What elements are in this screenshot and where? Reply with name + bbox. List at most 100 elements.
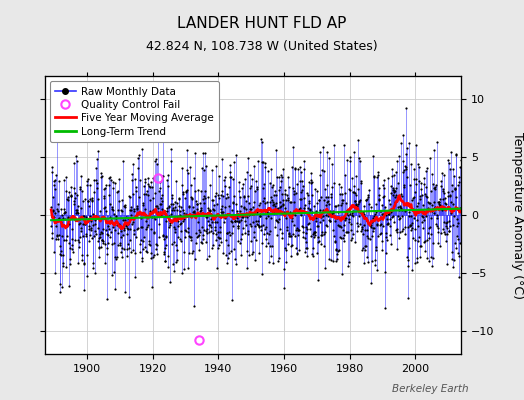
Point bbox=[145, 240, 153, 247]
Point bbox=[319, 213, 328, 219]
Point bbox=[179, 207, 188, 214]
Point bbox=[257, 222, 265, 229]
Point bbox=[345, 158, 354, 164]
Point bbox=[119, 232, 127, 238]
Point bbox=[106, 234, 114, 240]
Point bbox=[171, 199, 180, 206]
Point bbox=[363, 196, 372, 202]
Point bbox=[296, 204, 304, 211]
Point bbox=[294, 227, 302, 234]
Point bbox=[98, 237, 106, 243]
Point bbox=[335, 181, 344, 188]
Point bbox=[442, 223, 451, 229]
Point bbox=[412, 181, 420, 187]
Point bbox=[66, 260, 74, 267]
Point bbox=[73, 192, 81, 198]
Point bbox=[183, 166, 191, 173]
Point bbox=[258, 159, 267, 165]
Point bbox=[334, 222, 342, 228]
Point bbox=[380, 204, 389, 210]
Point bbox=[170, 239, 178, 245]
Point bbox=[170, 224, 179, 230]
Point bbox=[218, 188, 226, 194]
Point bbox=[67, 193, 75, 200]
Point bbox=[245, 172, 254, 179]
Point bbox=[108, 179, 117, 185]
Point bbox=[217, 209, 226, 215]
Point bbox=[422, 192, 430, 199]
Point bbox=[330, 203, 339, 210]
Point bbox=[90, 233, 98, 239]
Point bbox=[185, 212, 194, 219]
Point bbox=[246, 206, 254, 212]
Point bbox=[203, 214, 211, 220]
Point bbox=[298, 178, 306, 184]
Point bbox=[196, 199, 204, 206]
Point bbox=[311, 228, 319, 235]
Point bbox=[51, 177, 59, 184]
Point bbox=[54, 216, 62, 222]
Point bbox=[292, 245, 300, 252]
Point bbox=[362, 197, 370, 203]
Point bbox=[213, 218, 221, 225]
Point bbox=[417, 185, 425, 192]
Point bbox=[315, 238, 323, 244]
Point bbox=[377, 230, 385, 236]
Point bbox=[73, 209, 82, 216]
Point bbox=[66, 256, 74, 262]
Point bbox=[435, 202, 444, 209]
Point bbox=[144, 222, 152, 228]
Point bbox=[414, 200, 422, 206]
Point bbox=[396, 228, 405, 235]
Point bbox=[440, 172, 449, 178]
Point bbox=[220, 177, 228, 184]
Point bbox=[287, 199, 295, 205]
Point bbox=[283, 195, 292, 202]
Point bbox=[311, 208, 320, 215]
Point bbox=[420, 238, 428, 245]
Point bbox=[279, 209, 288, 215]
Point bbox=[92, 213, 101, 220]
Point bbox=[336, 234, 344, 240]
Point bbox=[410, 237, 419, 243]
Point bbox=[449, 200, 457, 207]
Point bbox=[230, 159, 238, 165]
Point bbox=[376, 208, 384, 214]
Point bbox=[424, 199, 432, 206]
Point bbox=[146, 226, 155, 232]
Point bbox=[302, 245, 311, 251]
Point bbox=[113, 189, 122, 196]
Point bbox=[446, 222, 455, 229]
Point bbox=[243, 265, 252, 271]
Point bbox=[429, 240, 437, 246]
Point bbox=[387, 241, 395, 247]
Point bbox=[397, 140, 405, 146]
Point bbox=[321, 229, 329, 236]
Point bbox=[369, 153, 377, 159]
Point bbox=[104, 232, 112, 238]
Point bbox=[250, 162, 259, 169]
Point bbox=[381, 208, 389, 214]
Point bbox=[274, 205, 282, 211]
Point bbox=[234, 178, 243, 185]
Point bbox=[189, 303, 198, 309]
Point bbox=[441, 200, 449, 206]
Point bbox=[294, 226, 302, 233]
Point bbox=[89, 211, 97, 217]
Point bbox=[72, 158, 81, 164]
Point bbox=[107, 204, 116, 210]
Point bbox=[347, 212, 356, 218]
Point bbox=[50, 182, 58, 189]
Point bbox=[241, 176, 249, 182]
Point bbox=[139, 202, 148, 208]
Point bbox=[422, 213, 431, 219]
Point bbox=[124, 215, 133, 222]
Point bbox=[359, 231, 367, 238]
Point bbox=[360, 202, 368, 209]
Point bbox=[60, 206, 68, 212]
Point bbox=[311, 228, 319, 235]
Point bbox=[429, 198, 438, 205]
Point bbox=[247, 206, 255, 212]
Point bbox=[85, 226, 93, 232]
Point bbox=[184, 265, 192, 272]
